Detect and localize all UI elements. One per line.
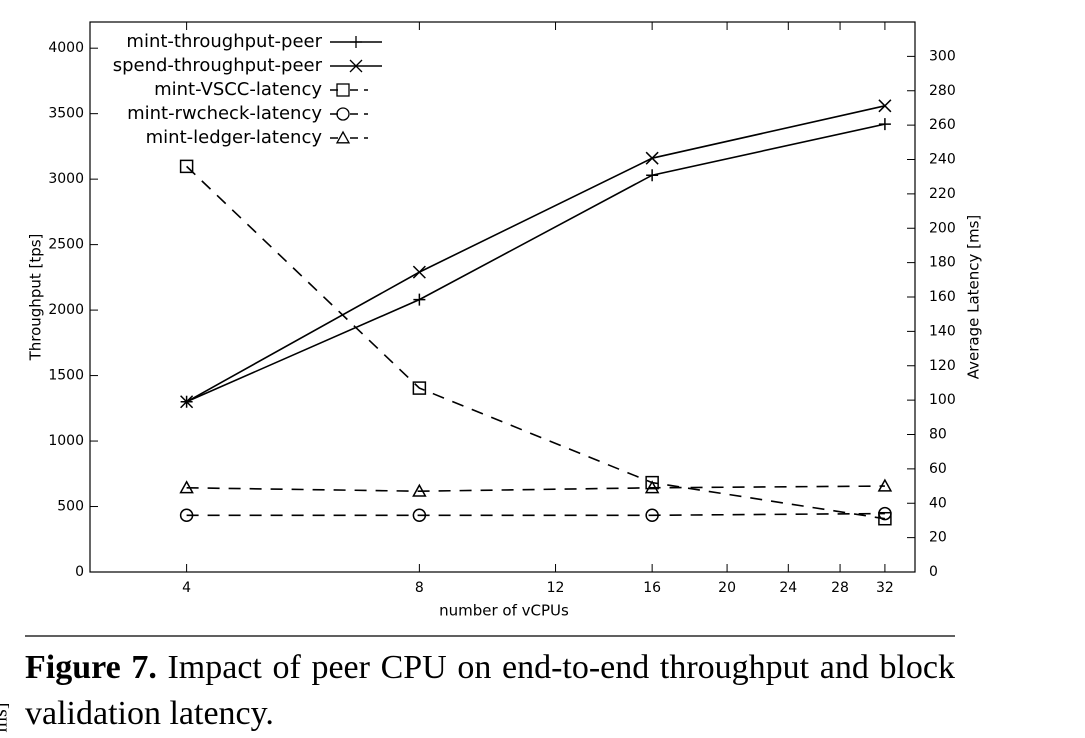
marker <box>179 508 194 523</box>
y2-tick-label: 280 <box>929 83 956 99</box>
marker <box>412 381 427 395</box>
marker <box>878 511 892 526</box>
marker <box>412 508 427 523</box>
marker <box>412 483 427 497</box>
y2-tick-label: 180 <box>929 255 956 271</box>
y2-tick-label: 100 <box>929 392 956 408</box>
series-line <box>186 512 885 517</box>
x-tick-label: 32 <box>876 580 894 596</box>
y2-tick-label: 40 <box>929 495 947 511</box>
x-tick-label: 16 <box>643 580 661 596</box>
y2-axis-label: Average Latency [ms] <box>965 215 983 380</box>
legend-label: mint-rwcheck-latency <box>127 103 322 124</box>
y-axis-label: Throughput [tps] <box>27 234 45 362</box>
legend-label: mint-throughput-peer <box>126 31 322 52</box>
legend-label: spend-throughput-peer <box>113 55 323 76</box>
marker <box>645 508 659 523</box>
y2-tick-label: 140 <box>929 323 956 339</box>
marker <box>412 265 426 279</box>
y-tick-label: 3000 <box>48 171 84 187</box>
legend-label: mint-ledger-latency <box>146 127 323 148</box>
y-tick-label: 500 <box>57 499 84 515</box>
marker <box>349 59 363 73</box>
y2-tick-label: 20 <box>929 530 947 546</box>
series-line <box>186 165 886 520</box>
marker <box>878 118 891 131</box>
y-tick-label: 1500 <box>48 368 84 384</box>
marker <box>877 478 893 492</box>
y2-tick-label: 160 <box>929 289 956 305</box>
x-tick-label: 12 <box>547 580 565 596</box>
marker <box>335 130 351 144</box>
marker <box>179 159 194 174</box>
caption-label: Figure 7. <box>25 649 157 686</box>
x-axis-label: number of vCPUs <box>439 602 569 620</box>
y2-tick-label: 220 <box>929 186 956 202</box>
x-tick-label: 20 <box>718 580 736 596</box>
y-tick-label: 1000 <box>48 433 84 449</box>
y2-tick-label: 240 <box>929 152 956 168</box>
legend-label: mint-VSCC-latency <box>154 79 322 100</box>
y2-tick-label: 60 <box>929 461 947 477</box>
y2-tick-label: 80 <box>929 427 947 443</box>
caption: Figure 7. Impact of peer CPU on end-to-e… <box>25 645 955 737</box>
y-tick-label: 2500 <box>48 237 84 253</box>
marker <box>646 169 659 182</box>
y-tick-label: 3500 <box>48 106 84 122</box>
marker <box>179 480 194 494</box>
x-tick-label: 24 <box>779 580 797 596</box>
x-tick-label: 4 <box>182 580 191 596</box>
x-tick-label: 8 <box>415 580 424 596</box>
y2-tick-label: 260 <box>929 117 956 133</box>
y2-tick-label: 200 <box>929 220 956 236</box>
marker <box>336 107 350 121</box>
series-line <box>186 105 886 403</box>
series-line <box>186 485 885 493</box>
marker <box>413 293 426 306</box>
y-tick-label: 4000 <box>48 40 84 56</box>
marker <box>878 506 892 521</box>
marker <box>644 480 660 494</box>
marker <box>645 151 659 165</box>
marker <box>350 36 362 48</box>
y2-tick-label: 0 <box>929 564 938 580</box>
marker <box>645 475 659 490</box>
series-line <box>186 123 886 403</box>
y-tick-label: 0 <box>75 564 84 580</box>
x-tick-label: 28 <box>831 580 849 596</box>
y2-tick-label: 300 <box>929 48 956 64</box>
marker <box>878 99 892 113</box>
y2-tick-label: 120 <box>929 358 956 374</box>
y-tick-label: 2000 <box>48 302 84 318</box>
marker <box>180 395 194 409</box>
marker <box>336 83 350 97</box>
side-fragment: ms] <box>0 702 12 733</box>
chart: number of vCPUs Throughput [tps] Average… <box>27 21 983 620</box>
caption-text: Impact of peer CPU on end-to-end through… <box>25 649 955 732</box>
